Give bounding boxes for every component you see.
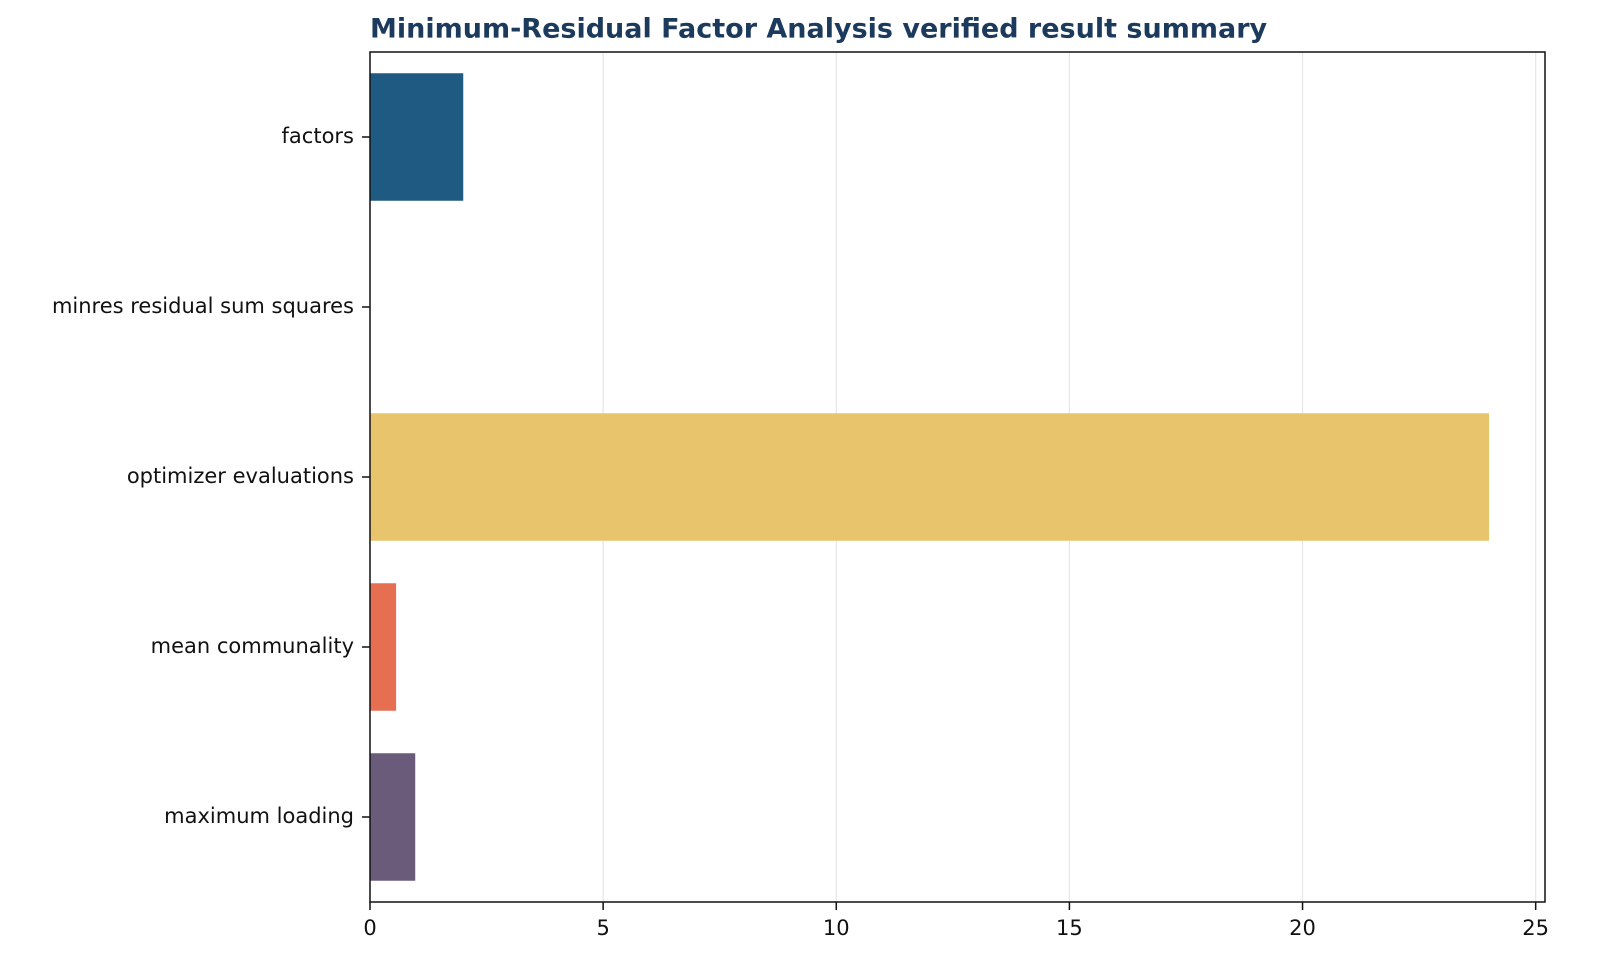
y-tick-label: factors [282,124,354,148]
y-tick-label: mean communality [151,634,354,658]
x-tick-label: 20 [1289,916,1316,940]
x-tick-label: 5 [596,916,609,940]
x-tick-label: 10 [823,916,850,940]
y-tick-label: optimizer evaluations [127,464,354,488]
bar [370,753,416,881]
y-tick-label: maximum loading [164,804,354,828]
y-tick-label: minres residual sum squares [52,294,354,318]
plot-frame [369,51,1546,903]
bar [370,413,1490,541]
bar [370,73,464,201]
x-tick-label: 25 [1522,916,1549,940]
x-tick-label: 15 [1056,916,1083,940]
bar [370,583,397,711]
chart-title: Minimum-Residual Factor Analysis verifie… [370,14,1268,45]
x-tick-label: 0 [363,916,376,940]
